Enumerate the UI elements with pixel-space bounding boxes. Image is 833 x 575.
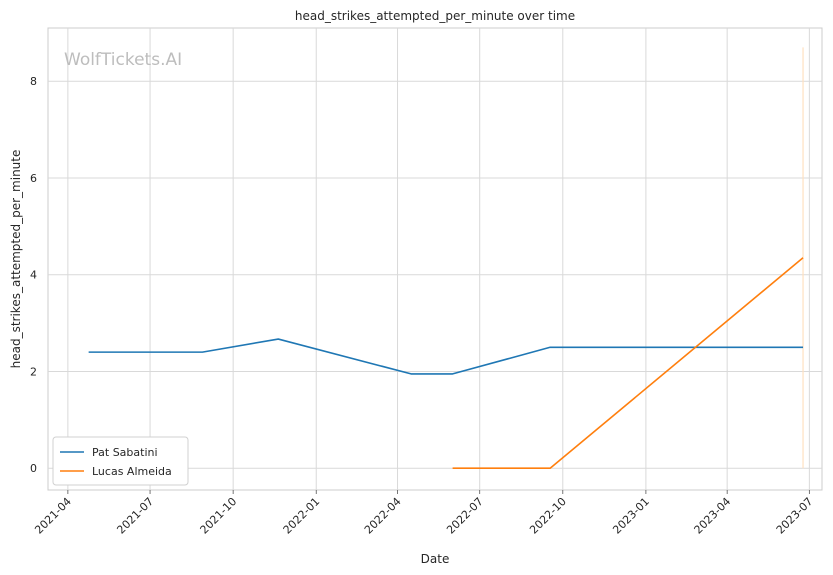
series-line-pat-sabatini: [88, 338, 804, 375]
y-tick-label-2: 2: [30, 365, 37, 378]
x-tick-label-2023-07: 2023-07: [774, 495, 816, 537]
y-tick-labels: 0 2 4 6 8: [30, 75, 37, 475]
y-axis-label: head_strikes_attempted_per_minute: [9, 150, 23, 369]
x-tick-label-2022-07: 2022-07: [444, 495, 486, 537]
x-axis-label: Date: [421, 552, 450, 566]
x-tick-label-2023-01: 2023-01: [610, 495, 652, 537]
legend-label-lucas-almeida: Lucas Almeida: [92, 465, 172, 478]
chart-title: head_strikes_attempted_per_minute over t…: [295, 9, 575, 23]
x-tick-label-2021-07: 2021-07: [114, 495, 156, 537]
y-tick-label-6: 6: [30, 172, 37, 185]
y-tick-label-8: 8: [30, 75, 37, 88]
x-tick-label-2022-10: 2022-10: [527, 495, 569, 537]
x-tick-label-2021-04: 2021-04: [32, 495, 74, 537]
legend-box: [52, 436, 189, 486]
series-line-lucas-almeida: [452, 257, 804, 470]
x-tick-label-2023-04: 2023-04: [692, 495, 734, 537]
x-tick-label-2022-01: 2022-01: [281, 495, 323, 537]
series-lines: [88, 257, 804, 470]
y-tick-label-0: 0: [30, 462, 37, 475]
x-tick-label-2022-04: 2022-04: [362, 495, 404, 537]
plot-area: [47, 27, 823, 491]
y-tick-label-4: 4: [30, 269, 37, 282]
legend: Pat Sabatini Lucas Almeida: [52, 436, 189, 486]
x-tick-labels: 2021-04 2021-07 2021-10 2022-01 2022-04 2022-…: [32, 495, 815, 537]
watermark: WolfTickets.AI: [64, 50, 182, 70]
legend-label-pat-sabatini: Pat Sabatini: [92, 446, 158, 459]
x-tick-label-2021-10: 2021-10: [198, 495, 240, 537]
